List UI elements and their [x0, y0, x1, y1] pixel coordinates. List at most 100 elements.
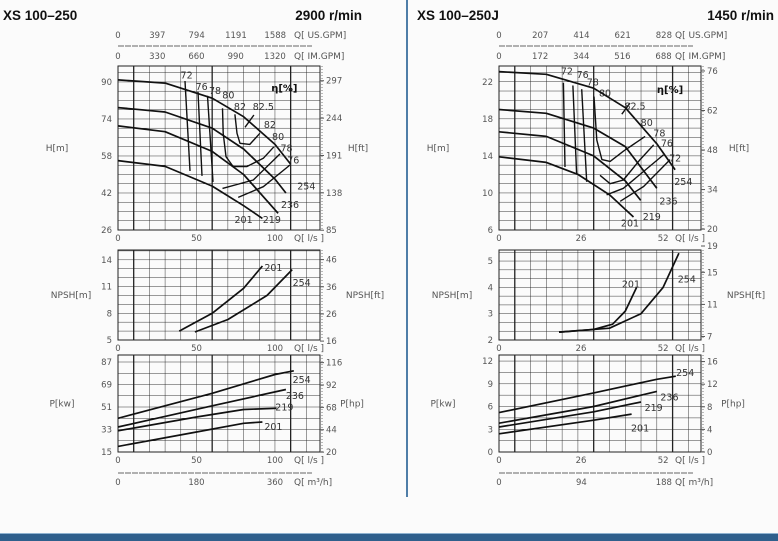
panel-divider — [406, 0, 408, 497]
efficiency-curve — [197, 91, 203, 176]
head-y-tick-label: 14 — [482, 152, 493, 162]
m3h-tick-label: 0 — [115, 478, 120, 488]
power-subplot: 0 3 6 9 12 0 4 8 12 16 P[kw] P[hp] 0 26 52 Q[ l/s ] 254 2… — [430, 354, 745, 466]
us-gpm-tick-label: 794 — [189, 31, 205, 41]
efficiency-label: 72 — [669, 153, 681, 164]
us-gpm-tick-label: 1191 — [225, 31, 247, 41]
npsh-y-tick-label: 8 — [107, 309, 112, 319]
power-x-tick-label: 100 — [267, 456, 283, 466]
m3h-axis-label: Q[ m³/h] — [675, 478, 713, 488]
us-gpm-axis-label: Q[ US.GPM] — [294, 31, 346, 41]
npsh-subplot: 5 8 11 14 16 26 36 46 NPSH[m] NPSH[ft] 0 50 100 Q[ l/… — [51, 249, 384, 354]
efficiency-label: 76 — [196, 82, 208, 93]
efficiency-label: 80 — [599, 89, 611, 100]
npsh-y-tick-label: 11 — [101, 283, 112, 293]
npsh-subplot: 2 3 4 5 7 11 15 19 NPSH[m] NPSH[ft] 0 26 52 Q[ l/s ] 2… — [432, 242, 765, 354]
power-y2-tick-label: 0 — [707, 448, 712, 458]
head-y2-tick-label: 76 — [707, 67, 718, 77]
efficiency-label: 78 — [587, 77, 599, 88]
npsh-y-tick-label: 5 — [107, 336, 112, 346]
m3h-tick-label: 180 — [188, 478, 204, 488]
npsh-y-tick-label: 4 — [488, 283, 493, 293]
power-y-tick-label: 33 — [101, 426, 112, 436]
efficiency-label: 78 — [281, 144, 293, 155]
npsh-x-tick-label: 0 — [496, 344, 501, 354]
head-curve-label: 254 — [297, 182, 315, 193]
head-y2-tick-label: 62 — [707, 106, 718, 116]
us-gpm-tick-label: 621 — [615, 31, 631, 41]
speed-label-left: 2900 r/min — [295, 8, 362, 23]
npsh-y-tick-label: 5 — [488, 257, 493, 267]
npsh-x-tick-label: 26 — [576, 344, 587, 354]
power-curve-label: 254 — [676, 368, 694, 379]
m3h-tick-label: 94 — [576, 478, 587, 488]
npsh-curve-label: 201 — [622, 280, 640, 291]
npsh-curve-201 — [178, 265, 264, 332]
head-y2-tick-label: 297 — [326, 77, 342, 87]
npsh-y2-axis-label: NPSH[ft] — [727, 291, 765, 301]
efficiency-curve — [606, 154, 664, 196]
m3h-tick-label: 188 — [656, 478, 672, 488]
im-gpm-tick-label: 0 — [115, 52, 120, 62]
npsh-x-tick-label: 50 — [191, 344, 202, 354]
npsh-y2-tick-label: 7 — [707, 332, 712, 342]
efficiency-curve — [184, 80, 191, 172]
power-curve-236 — [498, 390, 657, 425]
m3h-axis-label: Q[ m³/h] — [294, 478, 332, 488]
pump-panel-right: 0 207 414 621 828 Q[ US.GPM]0 172 344 516 688 Q[ I… — [427, 31, 765, 488]
power-plot-frame — [117, 354, 321, 453]
footer-bar — [0, 533, 778, 541]
power-y-tick-label: 15 — [101, 448, 112, 458]
power-x-tick-label: 0 — [496, 456, 501, 466]
head-y2-tick-label: 138 — [326, 189, 342, 199]
npsh-y-axis-label: NPSH[m] — [432, 291, 472, 301]
head-subplot: 6 10 14 18 22 20 34 48 62 76 H[m] H[ft] 0 26 52 Q[ l/s … — [427, 65, 749, 244]
npsh-x-tick-label: 52 — [658, 344, 669, 354]
head-curve-236 — [498, 108, 658, 189]
npsh-y2-tick-label: 16 — [326, 337, 337, 347]
head-x-axis-label: Q[ l/s ] — [675, 234, 705, 244]
efficiency-curve — [599, 144, 655, 185]
im-gpm-tick-label: 344 — [573, 52, 589, 62]
head-x-axis-label: Q[ l/s ] — [294, 234, 324, 244]
head-plot-frame — [498, 65, 702, 231]
power-y-tick-label: 12 — [482, 357, 493, 367]
power-y2-tick-label: 116 — [326, 359, 342, 369]
im-gpm-tick-label: 172 — [532, 52, 548, 62]
power-x-tick-label: 0 — [115, 456, 120, 466]
head-y-tick-label: 10 — [482, 189, 493, 199]
efficiency-label: 76 — [661, 139, 673, 150]
power-y-tick-label: 6 — [488, 403, 493, 413]
head-y-tick-label: 74 — [101, 115, 112, 125]
head-curve-254 — [117, 79, 292, 165]
npsh-curve-label: 254 — [678, 274, 696, 285]
efficiency-label: 78 — [653, 128, 665, 139]
efficiency-curve — [237, 164, 291, 199]
im-gpm-tick-label: 0 — [496, 52, 501, 62]
npsh-x-tick-label: 100 — [267, 344, 283, 354]
head-x-tick-label: 100 — [267, 234, 283, 244]
head-y2-axis-label: H[ft] — [729, 144, 749, 154]
power-x-tick-label: 52 — [658, 456, 669, 466]
chart-title-right: XS 100–250J — [417, 8, 499, 23]
chart-title-left: XS 100–250 — [3, 8, 78, 23]
power-y-tick-label: 0 — [488, 448, 493, 458]
power-x-tick-label: 26 — [576, 456, 587, 466]
head-y-axis-label: H[m] — [46, 144, 69, 154]
npsh-curve-201 — [558, 287, 638, 333]
head-y2-tick-label: 85 — [326, 226, 337, 236]
npsh-y2-tick-label: 36 — [326, 283, 337, 293]
power-y2-tick-label: 44 — [326, 426, 337, 436]
power-y-tick-label: 51 — [101, 403, 112, 413]
power-curve-label: 219 — [275, 402, 293, 413]
head-curve-219 — [117, 125, 279, 214]
head-y2-tick-label: 244 — [326, 114, 342, 124]
head-curve-201 — [498, 155, 635, 218]
npsh-y2-tick-label: 11 — [707, 300, 718, 310]
npsh-curve-254 — [558, 252, 680, 333]
head-y-tick-label: 22 — [482, 78, 493, 88]
power-y-tick-label: 87 — [101, 358, 112, 368]
efficiency-curve — [619, 159, 671, 202]
npsh-curve-254 — [194, 269, 293, 333]
head-curve-label: 201 — [234, 215, 252, 226]
